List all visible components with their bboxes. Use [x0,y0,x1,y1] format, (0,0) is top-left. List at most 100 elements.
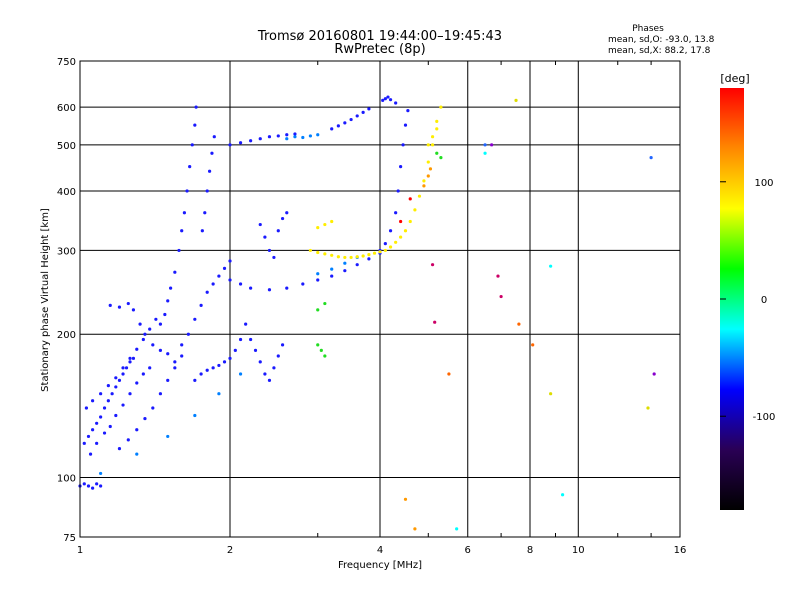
data-point [148,327,152,331]
data-point [228,278,232,282]
data-point [263,235,267,239]
x-tick-label: 10 [572,545,585,556]
data-point [249,286,253,290]
data-point [549,392,553,396]
data-point [163,312,167,317]
chart-title-block: Tromsø 20160801 19:44:00–19:45:43 RwPret… [257,29,502,57]
data-point [399,165,403,169]
data-point [285,133,289,137]
data-point [135,381,139,385]
data-point [238,141,243,145]
data-point [330,253,334,257]
data-point [207,169,212,173]
data-point [378,250,382,254]
data-point [323,252,327,256]
data-point [394,101,398,105]
data-point [276,229,280,233]
data-point [349,117,353,122]
data-point [343,261,347,265]
data-point [316,278,320,282]
data-point [330,267,334,271]
x-tick-label: 2 [227,545,233,556]
data-point [95,482,99,486]
data-point [388,98,393,102]
data-point [193,123,197,127]
data-point [394,240,398,244]
data-point [177,248,181,253]
data-point [396,189,400,193]
data-point [258,137,262,141]
data-point [336,255,340,259]
data-point [88,452,93,456]
data-point [355,263,359,267]
data-point [367,107,371,111]
colorbar-ticks: 100 0 -100 [720,178,775,423]
data-point [108,424,112,429]
data-point [141,337,145,342]
data-point [343,255,347,260]
data-point [212,135,216,139]
grid-lines [80,61,680,537]
data-point [272,366,276,370]
data-point [267,288,272,292]
data-point [210,151,214,155]
data-point [193,413,197,418]
data-point [154,317,158,321]
data-point [173,270,177,274]
data-point [158,322,163,326]
data-point [417,194,422,198]
data-point [285,211,289,215]
data-point [99,392,103,396]
data-point [383,97,387,101]
data-point [549,264,553,268]
data-point [169,286,173,290]
data-point [267,135,272,139]
data-point [258,360,262,364]
data-point [82,441,86,445]
colorbar: [deg] 100 0 -100 [720,72,775,510]
data-point [102,406,107,410]
data-point [406,109,410,113]
data-point [399,235,403,239]
data-point [408,197,412,201]
x-tick-label: 16 [674,545,687,556]
data-point [372,251,377,255]
data-point [499,294,503,299]
x-axis-ticks: 1 2 4 6 8 10 16 [77,61,687,556]
data-point [330,127,334,131]
data-point [126,301,130,306]
data-point [308,134,313,138]
data-point [114,413,118,418]
data-point [258,222,262,227]
data-point [483,143,487,147]
data-point [217,363,221,368]
phase-stats-heading: Phases [632,24,664,34]
data-point [95,421,99,425]
data-point [285,137,289,141]
data-point [280,343,285,347]
colorbar-label: [deg] [720,72,749,85]
data-point [228,356,232,360]
data-point [99,415,103,419]
data-point [135,452,139,456]
data-point [222,360,227,364]
y-tick-label: 500 [57,141,76,152]
data-point [188,165,192,169]
data-point [496,274,500,278]
data-point [483,151,487,155]
data-point [121,372,125,376]
data-point [128,356,132,360]
phase-stats-x: mean, sd,X: 88.2, 17.8 [608,46,711,56]
data-point [86,434,91,439]
data-point [403,123,408,127]
data-point [135,347,139,351]
data-point [435,119,439,123]
y-axis-label: Stationary phase Virtual Height [km] [40,208,51,392]
data-point [267,378,272,382]
data-point [249,139,253,143]
data-point [124,366,129,370]
plot-area: 1 2 4 6 8 10 16 75 100 200 300 400 500 600 750 [57,57,686,556]
data-point [383,248,387,253]
y-tick-label: 400 [57,187,76,198]
data-point [143,416,147,421]
